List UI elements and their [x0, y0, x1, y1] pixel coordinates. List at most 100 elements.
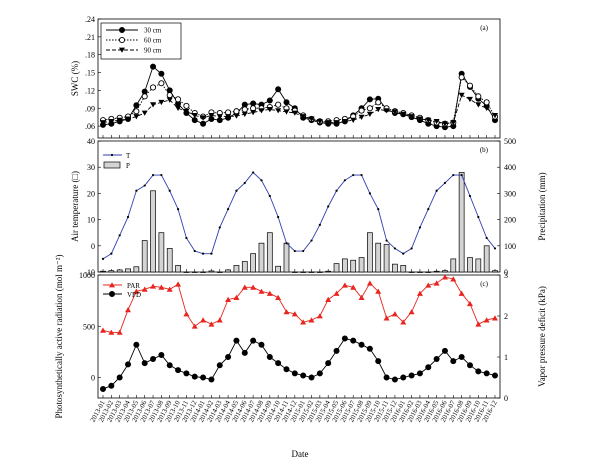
- par-point: [433, 280, 440, 286]
- panel-label: (a): [480, 24, 488, 32]
- precipitation-bar: [308, 271, 315, 273]
- par-point: [183, 311, 190, 317]
- y-tick-label: 0: [91, 374, 95, 383]
- precipitation-bar: [417, 271, 423, 273]
- vpd-point: [483, 370, 490, 377]
- swc-point-2: [183, 108, 190, 115]
- temperature-point: [360, 173, 363, 177]
- par-point: [266, 290, 273, 296]
- vpd-point: [133, 341, 140, 348]
- par-point: [425, 282, 432, 288]
- legend-label: 60 cm: [144, 37, 162, 45]
- swc-point-2: [275, 108, 282, 114]
- precipitation-bar: [150, 190, 156, 273]
- swc-point-2: [191, 112, 198, 119]
- swc-point-2: [433, 118, 440, 125]
- swc-point-1: [133, 108, 140, 115]
- temperature-point: [493, 247, 497, 250]
- par-point: [291, 311, 298, 317]
- precipitation-bar: [458, 172, 465, 273]
- swc-point-1: [141, 93, 148, 100]
- par-point: [141, 286, 148, 292]
- swc-point-2: [175, 105, 182, 112]
- y-axis-label: SWC (%): [70, 61, 80, 96]
- y2-tick-label: 0: [504, 268, 508, 277]
- par-point: [150, 283, 157, 289]
- swc-point-1: [466, 82, 474, 89]
- par-point: [208, 321, 215, 327]
- temperature-point: [435, 189, 438, 192]
- y-tick-label: 20: [87, 189, 95, 198]
- par-point: [483, 317, 490, 323]
- precipitation-bar: [200, 271, 206, 273]
- vpd-point: [316, 370, 323, 377]
- swc-point-1: [275, 101, 282, 108]
- precipitation-bar: [241, 261, 248, 273]
- legend-marker: [110, 153, 114, 157]
- temperature-point: [201, 252, 205, 255]
- vpd-point: [291, 370, 298, 377]
- temperature-point: [101, 257, 105, 260]
- vpd-point: [491, 372, 498, 379]
- temperature-point: [252, 171, 255, 174]
- precipitation-bar: [433, 270, 440, 273]
- par-point: [375, 288, 382, 294]
- swc-point-0: [283, 99, 290, 106]
- swc-point-2: [350, 117, 357, 123]
- par-point: [458, 290, 465, 296]
- swc-point-1: [158, 80, 165, 87]
- precipitation-bar: [333, 263, 340, 273]
- temperature-point: [143, 184, 146, 187]
- y-tick-label: .12: [85, 86, 95, 95]
- swc-point-0: [275, 86, 282, 93]
- precipitation-bar: [450, 258, 457, 273]
- precipitation-bar: [358, 257, 365, 273]
- precipitation-bar: [191, 271, 198, 273]
- swc-point-2: [291, 110, 298, 116]
- temperature-point: [310, 239, 313, 242]
- y2-tick-label: 3: [504, 271, 508, 280]
- swc-point-2: [383, 108, 390, 114]
- swc-point-1: [233, 108, 240, 115]
- temperature-point: [327, 205, 330, 208]
- y2-tick-label: 1: [504, 353, 508, 362]
- swc-point-2: [258, 108, 265, 114]
- precipitation-bar: [275, 265, 281, 273]
- panel-label: (c): [480, 280, 488, 288]
- temperature-point: [477, 215, 480, 219]
- vpd-point: [200, 374, 207, 381]
- vpd-point: [258, 341, 265, 348]
- precipitation-bar: [133, 266, 140, 273]
- y2-tick-label: 0: [504, 394, 508, 403]
- vpd-point: [158, 351, 165, 358]
- temperature-point: [418, 226, 422, 229]
- par-point: [492, 315, 498, 321]
- temperature-point: [460, 173, 463, 177]
- par-point: [233, 294, 240, 300]
- swc-point-2: [341, 118, 348, 125]
- legend-marker: [118, 36, 126, 44]
- temperature-point: [260, 179, 263, 182]
- swc-point-2: [233, 113, 240, 119]
- precipitation-bar: [208, 270, 215, 273]
- vpd-point: [208, 376, 215, 383]
- vpd-point: [225, 353, 232, 360]
- swc-point-0: [191, 117, 198, 124]
- temperature-point: [377, 208, 380, 211]
- legend-label: 30 cm: [144, 27, 162, 35]
- swc-point-2: [200, 115, 207, 121]
- par-point: [358, 294, 365, 300]
- y2-tick-label: 200: [504, 216, 516, 225]
- temperature-point: [468, 194, 472, 198]
- par-point: [283, 309, 290, 315]
- par-point: [250, 284, 257, 290]
- x-axis-label: Date: [292, 449, 309, 459]
- par-point: [225, 296, 232, 302]
- par-point: [400, 319, 407, 325]
- vpd-point: [358, 341, 365, 348]
- legend-box: [100, 22, 182, 60]
- y-tick-label: 10: [87, 216, 95, 225]
- swc-point-1: [358, 107, 365, 114]
- y-tick-label: .21: [85, 33, 95, 42]
